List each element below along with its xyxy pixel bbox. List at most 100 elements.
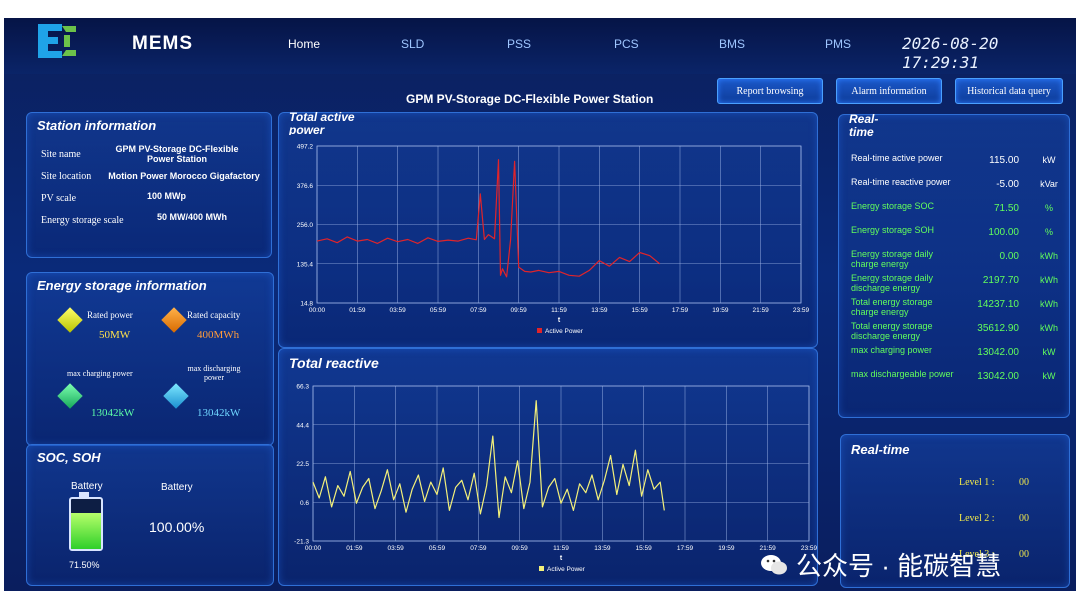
legend-swatch [537,328,542,333]
realtime-row-value: 13042.00 [977,371,1019,382]
alarm-information-button[interactable]: Alarm information [836,78,942,104]
x-tick-label: 17:59 [677,545,694,552]
nav-pms[interactable]: PMS [825,37,852,51]
energy-storage-scale-label: Energy storage scale [41,215,124,226]
realtime-row-label: max charging power [851,345,933,355]
series-line [312,400,665,519]
realtime-row-unit: kWh [1040,251,1058,261]
realtime-row-label: Real-time reactive power [851,177,951,187]
reactive-power-chart: -21.3 0.6 22.5 44.4 66.3 00:00 01:59 03:59 05:59… [294,384,817,574]
level-1-label: Level 1 : [959,477,995,488]
rated-capacity-value: 400MWh [197,329,240,341]
nav-sld[interactable]: SLD [401,37,425,51]
realtime-row-label: Energy storage daily charge energy [851,249,934,269]
rated-capacity-label: Rated capacity [187,310,241,320]
historical-data-query-button[interactable]: Historical data query [955,78,1063,104]
max-charging-cube-icon [57,383,83,409]
chart-title: Total active power [289,111,355,135]
rated-power-cube-icon [57,307,83,333]
nav-pss[interactable]: PSS [507,37,532,51]
max-discharging-cube-icon [163,383,189,409]
x-tick-label: 23:59 [793,307,810,314]
site-location-label: Site location [41,171,92,182]
soc-value: 71.50% [69,560,100,570]
pv-scale-label: PV scale [41,193,77,204]
panel-title: Station information [37,118,157,133]
max-charging-power-value: 13042kW [91,407,135,419]
realtime-row-value: 13042.00 [977,347,1019,358]
x-tick-label: 03:59 [388,545,405,552]
realtime-row-unit: kW [1042,371,1056,381]
series-line [316,159,661,278]
realtime-row-label: Energy storage SOH [851,225,935,235]
x-tick-label: 19:59 [712,307,729,314]
x-tick-label: 09:59 [511,307,528,314]
panel-title: Energy storage information [37,278,207,293]
app-screen: MEMS Home SLD PSS PCS BMS PMS 2026-08-20… [4,18,1076,591]
x-tick-label: 21:59 [760,545,777,552]
x-tick-label: 07:59 [470,307,487,314]
report-browsing-button[interactable]: Report browsing [717,78,823,104]
x-tick-label: 03:59 [390,307,407,314]
x-tick-label: 23:59 [801,545,817,552]
realtime-row-value: 100.00 [988,227,1019,238]
realtime-row-unit: % [1044,203,1053,213]
legend-swatch [539,566,544,571]
nav-home[interactable]: Home [288,37,321,51]
x-tick-label: 15:59 [636,545,653,552]
y-tick-label: 22.5 [296,461,309,468]
x-tick-label: 17:59 [672,307,689,314]
level-2-value: 00 [1019,513,1029,524]
realtime-row-unit: kWh [1040,275,1058,285]
realtime-row-label: Real-time active power [851,153,943,163]
realtime-row-unit: % [1044,227,1053,237]
battery-soh-label: Battery [161,482,193,493]
realtime-alarm-panel: Real-time Level 1 : 00 Level 2 : 00 Leve… [840,434,1070,588]
battery-gauge-icon [69,497,103,551]
watermark: 公众号 · 能碳智慧 [760,546,1001,583]
battery-fill [71,513,101,549]
x-tick-label: 13:59 [594,545,611,552]
soc-soh-panel: SOC, SOH Battery Battery 71.50% 100.00% [26,444,274,586]
realtime-row-value: 115.00 [989,155,1019,166]
legend-label: Active Power [547,566,586,573]
y-tick-label: 256.0 [297,222,314,229]
max-discharging-power-label: max discharging power [187,364,241,382]
realtime-row-value: 2197.70 [982,275,1019,286]
soh-value: 100.00% [149,519,205,535]
station-title: GPM PV-Storage DC-Flexible Power Station [406,92,654,106]
realtime-row-value: 14237.10 [977,299,1019,310]
nav-pcs[interactable]: PCS [614,37,639,51]
realtime-row-label: Energy storage daily discharge energy [851,273,934,293]
x-tick-label: 00:00 [309,307,326,314]
level-2-label: Level 2 : [959,513,995,524]
watermark-text: 公众号 · 能碳智慧 [796,551,1002,581]
x-tick-label: 11:59 [551,307,567,314]
realtime-row-unit: kVar [1040,179,1058,189]
energy-storage-scale-value: 50 MW/400 MWh [157,212,228,222]
energy-storage-information-panel: Energy storage information Rated power 5… [26,272,274,446]
total-reactive-power-panel: Total reactive power -21.3 0.6 22.5 44.4 66.… [278,348,818,586]
rated-capacity-cube-icon [161,307,187,333]
app-brand: MEMS [132,33,193,54]
y-tick-label: 66.3 [296,384,309,391]
x-tick-label: 01:59 [349,307,366,314]
x-axis-label: t [558,317,561,324]
realtime-data-panel: Real-time Real-time active power 115.00 kW… [838,113,1070,418]
nav-bms[interactable]: BMS [719,37,746,51]
realtime-row-label: Energy storage SOC [851,201,935,211]
x-tick-label: 21:59 [753,307,770,314]
x-tick-label: 05:59 [429,545,446,552]
x-tick-label: 19:59 [718,545,735,552]
realtime-row-label: max dischargeable power [851,369,954,379]
panel-title: SOC, SOH [37,450,101,465]
legend-label: Active Power [545,328,584,335]
x-tick-label: 09:59 [512,545,529,552]
y-tick-label: 376.6 [297,183,314,190]
panel-title: Real-time [851,442,910,457]
y-tick-label: 0.6 [300,500,309,507]
x-tick-label: 05:59 [430,307,447,314]
datetime-display: 2026-08-20 17:29:31 [902,34,999,72]
x-tick-label: 00:00 [305,545,322,552]
x-tick-label: 11:59 [553,545,569,552]
